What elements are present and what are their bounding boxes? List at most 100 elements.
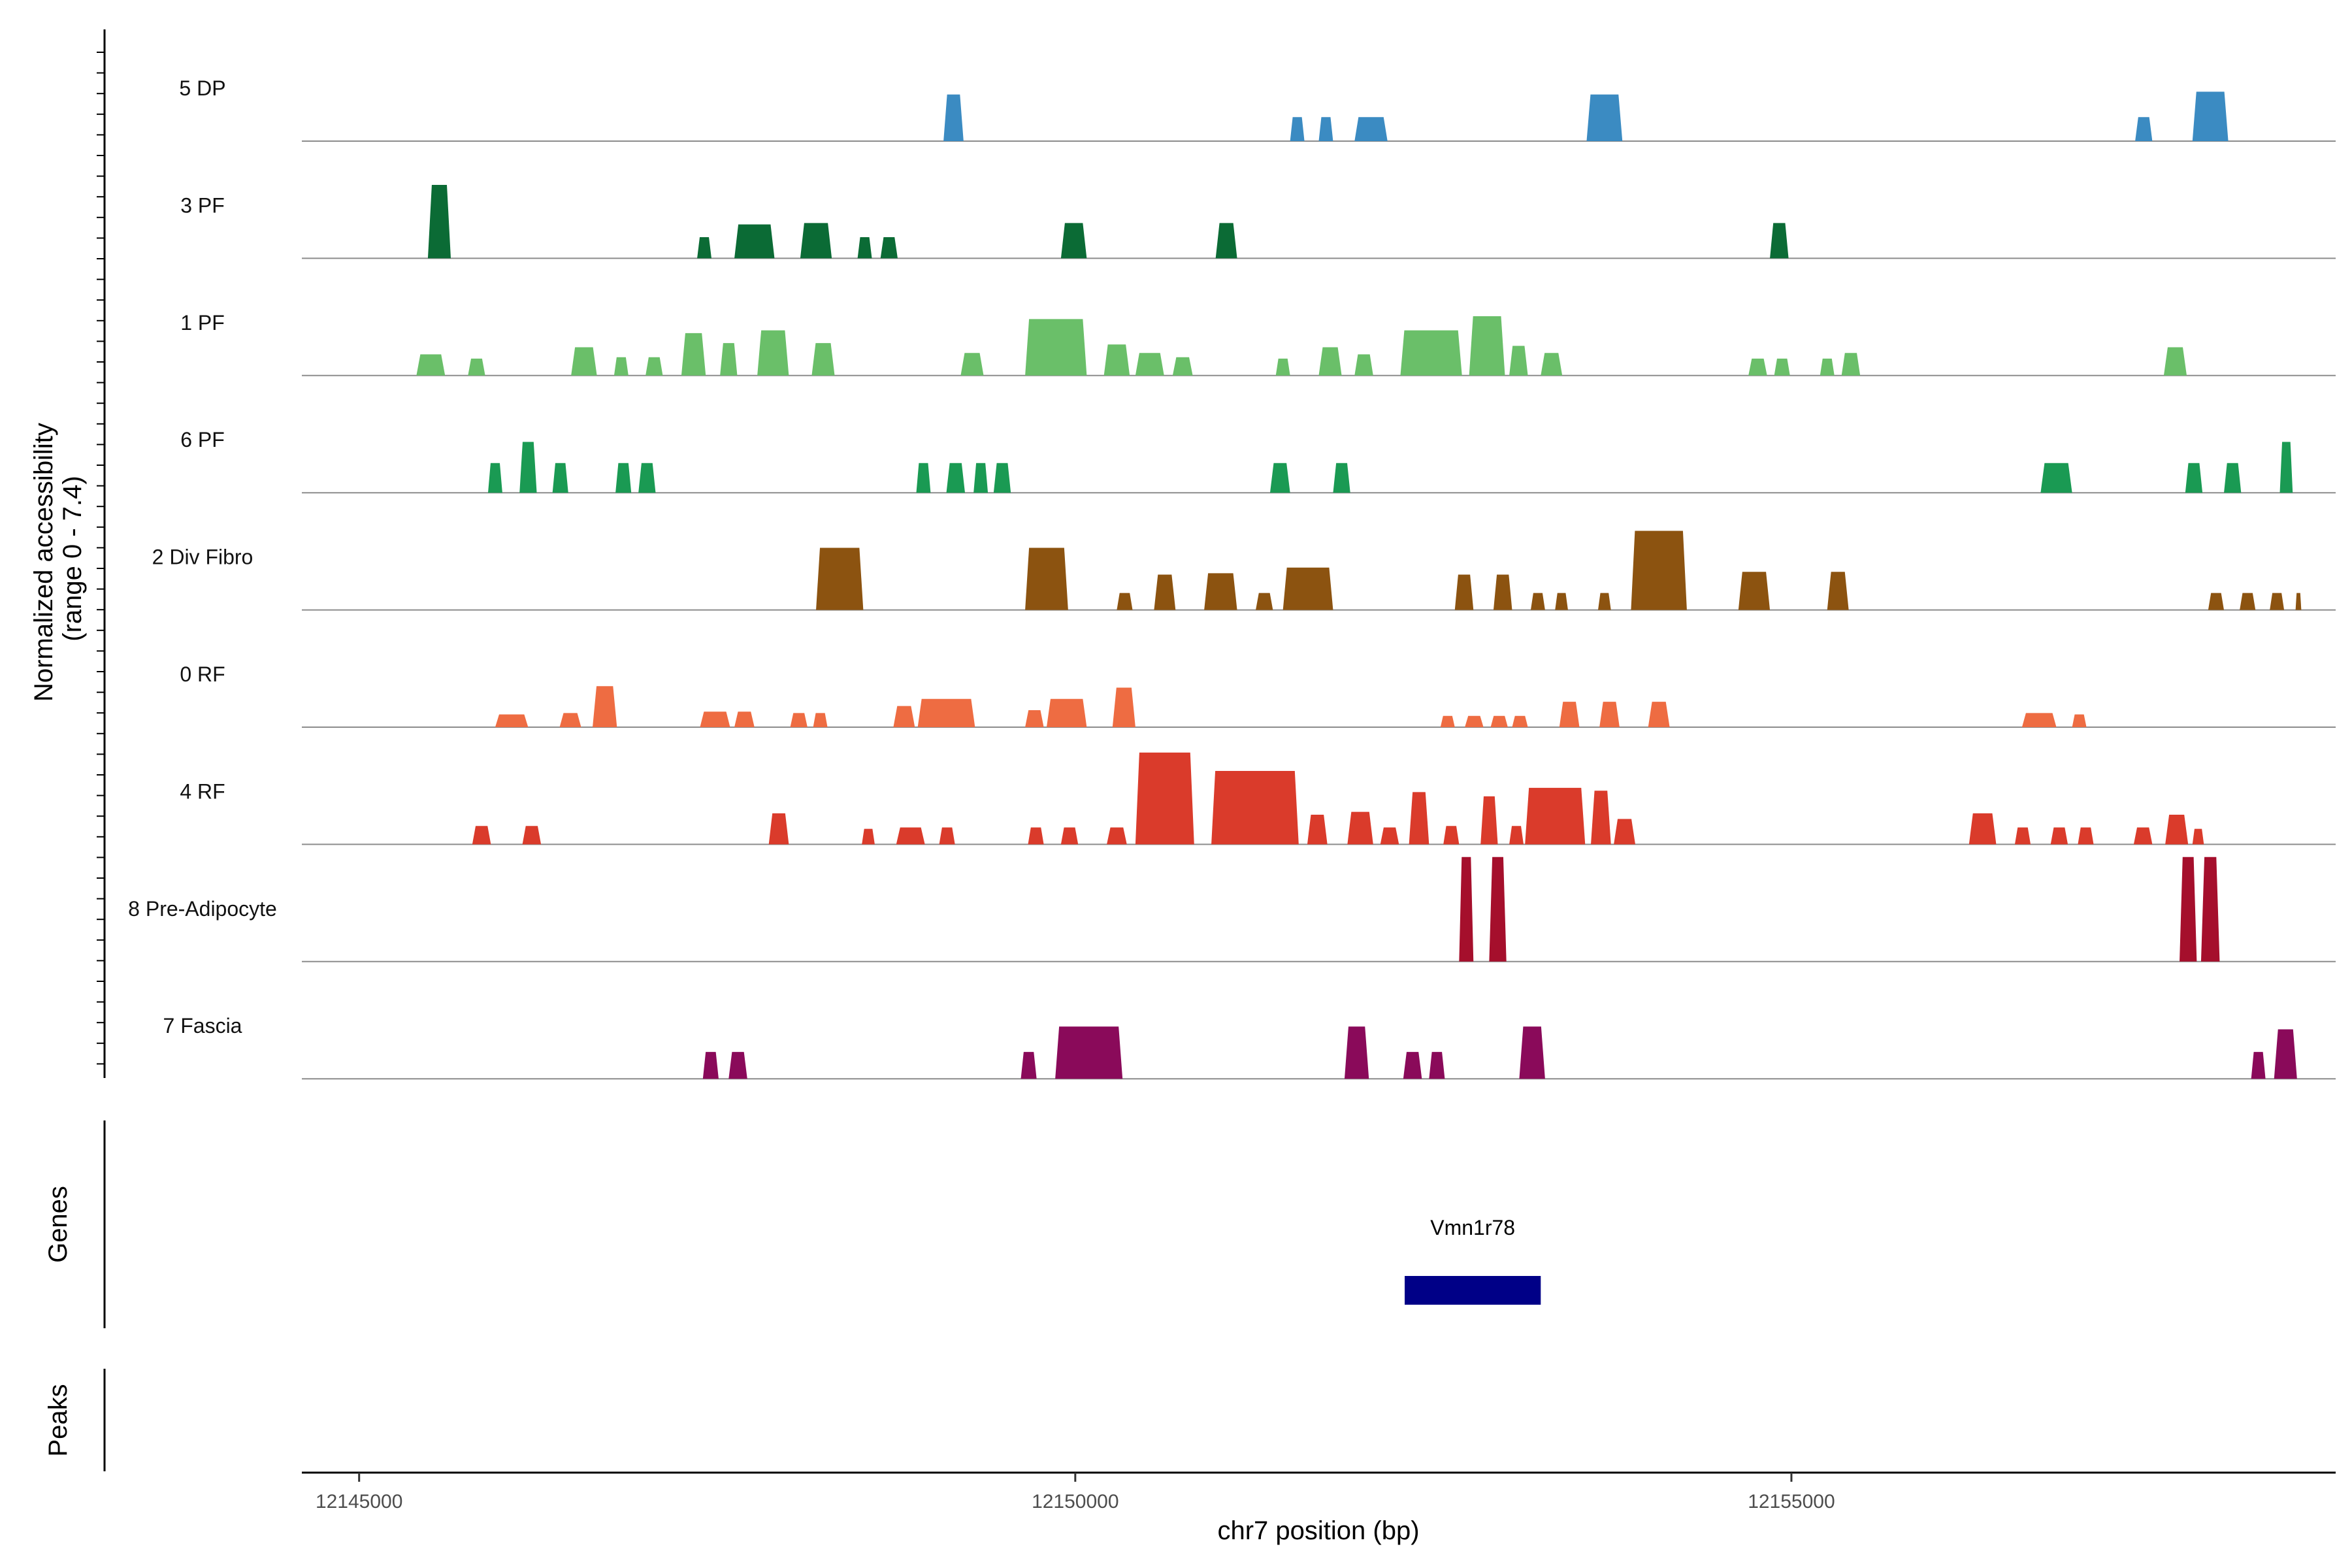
coverage-peak (468, 358, 485, 376)
track-4: 2 Div Fibro (152, 531, 2336, 611)
coverage-peak (552, 463, 568, 493)
coverage-peak (1827, 572, 1849, 610)
coverage-peak (1307, 814, 1328, 845)
coverage-peak (946, 463, 966, 493)
track-5: 0 RF (180, 662, 2336, 728)
coverage-peak (2279, 442, 2293, 493)
coverage-peak (1509, 826, 1524, 845)
track-6: 4 RF (180, 752, 2336, 845)
coverage-peak (2251, 1052, 2266, 1079)
coverage-peak (813, 713, 828, 727)
coverage-peak (1154, 574, 1176, 610)
coverage-peak (1318, 347, 1342, 376)
coverage-peak (593, 686, 617, 727)
coverage-peak (1107, 827, 1127, 845)
track-label: 6 PF (180, 428, 225, 451)
coverage-peak (1738, 572, 1771, 610)
coverage-peak (427, 184, 451, 259)
coverage-peak (1770, 223, 1789, 259)
coverage-peak (1541, 353, 1563, 376)
coverage-peak (416, 354, 446, 376)
coverage-peak (1459, 857, 1474, 962)
coverage-peak (1347, 811, 1373, 845)
coverage-peak (1025, 319, 1087, 376)
coverage-peak (1525, 787, 1586, 845)
coverage-peak (862, 828, 875, 845)
coverage-peak (1597, 593, 1611, 610)
coverage-peak (1519, 1026, 1545, 1079)
coverage-tracks: 5 DP 3 PF 1 PF 6 PF 2 Div Fibro 0 RF 4 RF 8 Pre… (128, 76, 2336, 1080)
coverage-peak (734, 711, 755, 727)
coverage-peak (1028, 827, 1044, 845)
coverage-y-axis-title-line1: Normalized accessibility (29, 423, 58, 702)
track-label: 1 PF (180, 311, 225, 335)
coverage-peak (1631, 531, 1687, 610)
coverage-peak (993, 463, 1011, 493)
coverage-peak (559, 713, 581, 727)
track-2: 1 PF (180, 311, 2336, 376)
coverage-peak (1591, 791, 1611, 845)
coverage-peak (522, 826, 542, 845)
track-label: 0 RF (180, 662, 225, 686)
x-tick-label: 12145000 (316, 1491, 402, 1512)
coverage-peak (700, 711, 730, 727)
coverage-peak (2295, 593, 2302, 610)
coverage-peak (1333, 463, 1350, 493)
coverage-peak (1403, 1052, 1422, 1079)
coverage-peak (2135, 117, 2153, 141)
coverage-peak (1465, 715, 1484, 727)
coverage-peak (720, 343, 738, 376)
track-8: 7 Fascia (163, 1014, 2336, 1080)
coverage-peak (811, 343, 835, 376)
track-7: 8 Pre-Adipocyte (128, 857, 2336, 962)
coverage-peak (1060, 827, 1079, 845)
coverage-peak (943, 94, 964, 141)
coverage-peak (615, 463, 632, 493)
coverage-peak (1469, 316, 1505, 376)
coverage-peak (1112, 687, 1135, 727)
track-label: 4 RF (180, 779, 225, 803)
coverage-peak (800, 223, 832, 259)
coverage-peak (916, 463, 931, 493)
coverage-peak (1275, 358, 1290, 376)
track-0: 5 DP (179, 76, 2336, 142)
track-label: 8 Pre-Adipocyte (128, 897, 277, 921)
coverage-peak (816, 547, 864, 610)
coverage-peak (495, 714, 529, 727)
coverage-peak (1559, 702, 1580, 727)
x-axis-title: chr7 position (bp) (1217, 1516, 1419, 1545)
coverage-peak (697, 237, 711, 259)
coverage-peak (1400, 330, 1462, 376)
coverage-peak (1489, 857, 1507, 962)
coverage-y-axis (97, 29, 106, 1078)
coverage-peak (728, 1052, 747, 1079)
coverage-peak (896, 827, 925, 845)
coverage-peak (939, 827, 955, 845)
coverage-peak (2072, 714, 2087, 727)
coverage-peak (1060, 223, 1087, 259)
coverage-peak (1599, 702, 1620, 727)
coverage-peak (880, 237, 898, 259)
coverage-peak (2200, 857, 2220, 962)
x-tick-label: 12155000 (1748, 1491, 1835, 1512)
coverage-peak (1172, 357, 1193, 376)
coverage-peak (1555, 593, 1568, 610)
coverage-peak (1204, 573, 1237, 610)
coverage-peak (1774, 358, 1790, 376)
coverage-peak (1380, 827, 1399, 845)
coverage-peak (1530, 593, 1545, 610)
coverage-peak (1103, 344, 1130, 376)
coverage-peak (1968, 813, 1997, 845)
coverage-peak (472, 826, 491, 845)
peaks-axis-label: Peaks (44, 1384, 73, 1456)
coverage-peak (1354, 354, 1373, 376)
coverage-peak (2240, 593, 2256, 610)
genes-panel: Genes Vmn1r78 (44, 1120, 1541, 1328)
coverage-peak (1290, 117, 1305, 141)
coverage-peak (2185, 463, 2203, 493)
coverage-peak (613, 357, 629, 376)
coverage-peak (2192, 91, 2229, 141)
track-label: 7 Fascia (163, 1014, 242, 1037)
coverage-peak (768, 813, 789, 845)
